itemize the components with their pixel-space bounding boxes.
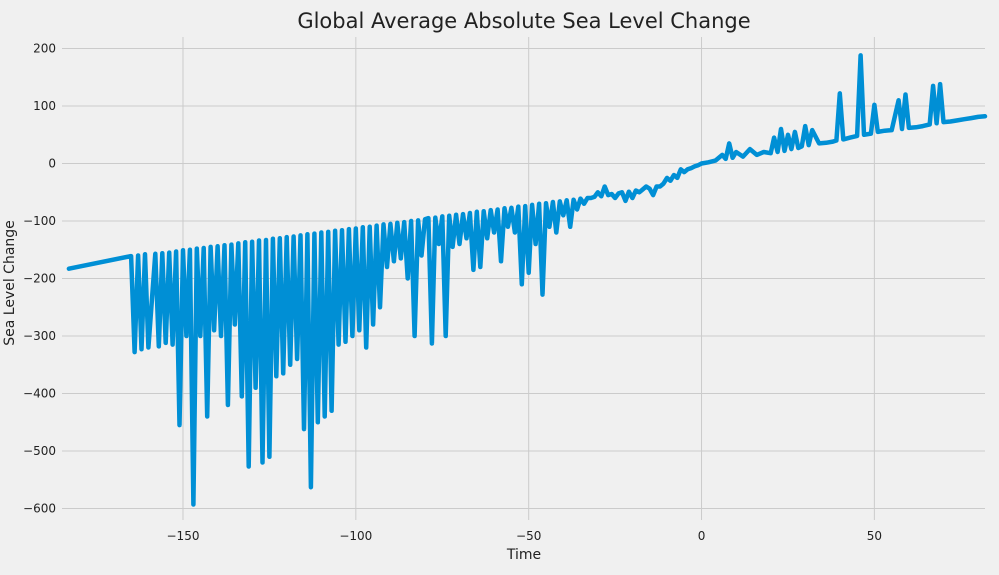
x-axis-ticks: −150 −100 −50 0 50 (167, 529, 883, 543)
x-axis-label: Time (506, 547, 541, 563)
y-tick-label: −600 (23, 502, 56, 516)
y-tick-label: −400 (23, 387, 56, 401)
y-tick-label: −300 (23, 329, 56, 343)
y-tick-label: −500 (23, 444, 56, 458)
y-tick-label: 100 (33, 99, 56, 113)
y-tick-label: −100 (23, 214, 56, 228)
sea-level-series-line (66, 53, 988, 507)
x-tick-label: −50 (516, 529, 541, 543)
chart-title: Global Average Absolute Sea Level Change (297, 9, 750, 33)
x-tick-label: 50 (867, 529, 882, 543)
y-tick-label: 0 (48, 157, 56, 171)
x-tick-label: −100 (339, 529, 372, 543)
x-tick-label: −150 (167, 529, 200, 543)
y-tick-label: 200 (33, 42, 56, 56)
y-axis-label: Sea Level Change (2, 220, 18, 346)
x-tick-label: 0 (698, 529, 706, 543)
grid-lines (62, 37, 985, 520)
y-tick-label: −200 (23, 272, 56, 286)
y-axis-ticks: 200 100 0 −100 −200 −300 −400 −500 −600 (23, 42, 56, 516)
